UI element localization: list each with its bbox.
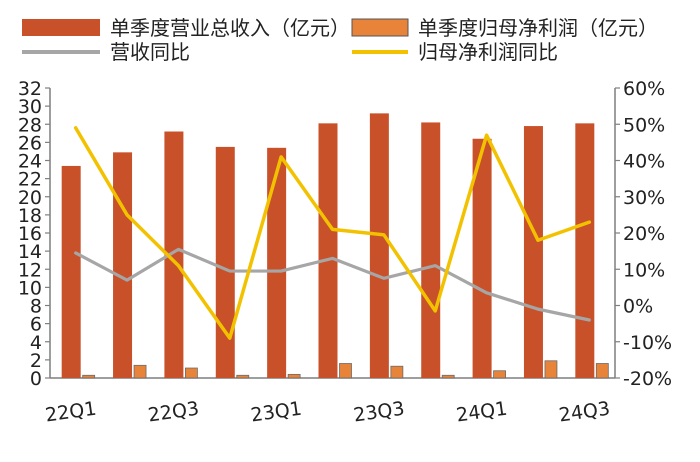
right-tick-label: 30% <box>623 187 665 209</box>
legend-swatch-revenue <box>22 19 100 36</box>
left-tick-label: 20 <box>18 187 42 209</box>
right-tick-label: -20% <box>623 368 672 390</box>
profit-bar <box>544 360 558 379</box>
profit-bar <box>82 374 96 379</box>
bar-series <box>61 113 609 379</box>
x-tick-label: 23Q3 <box>352 398 406 427</box>
left-tick-label: 0 <box>30 368 42 390</box>
left-tick-label: 26 <box>18 132 42 154</box>
left-tick-label: 28 <box>18 114 42 136</box>
revenue-bar <box>164 131 184 378</box>
x-tick-label: 24Q1 <box>455 398 509 427</box>
revenue-bar <box>61 165 81 378</box>
line-series <box>73 126 592 340</box>
left-tick-label: 14 <box>18 241 42 263</box>
legend-swatch-profit <box>351 18 409 37</box>
left-tick-label: 32 <box>18 78 42 100</box>
right-tick-label: 60% <box>623 78 665 100</box>
profit-bar <box>390 365 404 379</box>
left-tick-label: 2 <box>30 350 42 372</box>
revenue-bar <box>421 122 441 378</box>
profit-bar <box>287 373 301 379</box>
revenue-bar <box>369 113 389 378</box>
right-tick-label: 0% <box>623 296 653 318</box>
profit-bar <box>441 374 455 379</box>
left-tick-label: 18 <box>18 205 42 227</box>
revenue-bar <box>575 123 595 378</box>
revenue-bar <box>113 152 133 378</box>
left-tick-label: 4 <box>30 332 42 354</box>
legend-label-profit-yoy: 归母净利润同比 <box>418 40 558 64</box>
left-tick-label: 6 <box>30 314 42 336</box>
right-tick-label: 50% <box>623 114 665 136</box>
x-tick-label: 24Q3 <box>558 398 612 427</box>
revenue-yoy-line <box>74 247 591 322</box>
left-tick-label: 30 <box>18 96 42 118</box>
revenue-bar <box>523 126 543 378</box>
left-tick-label: 22 <box>18 169 42 191</box>
left-tick-label: 16 <box>18 223 42 245</box>
revenue-bar <box>215 146 235 378</box>
x-tick-label: 23Q1 <box>249 398 303 427</box>
right-tick-label: -10% <box>623 332 672 354</box>
profit-bar <box>133 364 147 379</box>
x-axis-ticks: 22Q1 22Q3 23Q1 23Q3 24Q1 24Q3 <box>44 398 611 427</box>
profit-bar <box>236 374 250 379</box>
legend: 单季度营业总收入（亿元） 单季度归母净利润（亿元） 营收同比 归母净利润同比 <box>22 16 658 64</box>
left-tick-label: 12 <box>18 259 42 281</box>
revenue-bar <box>318 123 338 378</box>
legend-label-revenue-yoy: 营收同比 <box>110 40 190 64</box>
revenue-bar <box>472 138 492 378</box>
right-axis-ticks: -20% -10% 0% 10% 20% 30% 40% 50% 60% <box>615 78 672 390</box>
legend-label-revenue: 单季度营业总收入（亿元） <box>110 16 350 40</box>
right-tick-label: 20% <box>623 223 665 245</box>
x-tick-label: 22Q1 <box>44 398 98 427</box>
left-tick-label: 10 <box>18 277 42 299</box>
right-tick-label: 40% <box>623 151 665 173</box>
right-tick-label: 10% <box>623 259 665 281</box>
legend-label-profit: 单季度归母净利润（亿元） <box>418 16 658 40</box>
profit-bar <box>185 367 198 379</box>
profit-yoy-line <box>73 126 592 340</box>
left-tick-label: 8 <box>30 296 42 318</box>
profit-bar <box>339 363 352 379</box>
revenue-bar <box>267 147 287 378</box>
profit-bar <box>595 363 609 379</box>
profit-bar <box>493 370 506 379</box>
x-tick-label: 22Q3 <box>147 398 201 427</box>
left-tick-label: 24 <box>18 151 42 173</box>
